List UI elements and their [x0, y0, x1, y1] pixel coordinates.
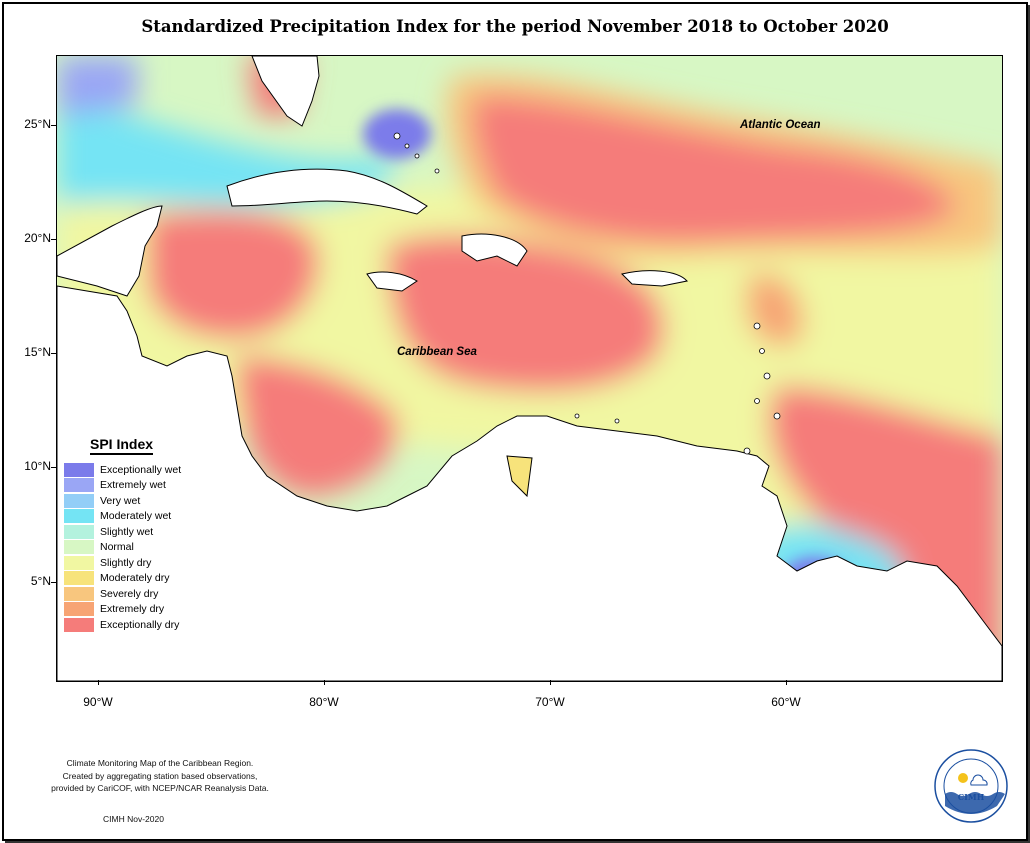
lon-label-90w: 90°W: [83, 695, 113, 709]
spi-map-canvas: [57, 56, 1002, 681]
lat-label-10n: 10°N: [24, 459, 51, 473]
legend-row: Extremely dry: [64, 602, 204, 618]
legend-swatch: [64, 571, 94, 586]
legend-swatch: [64, 462, 94, 477]
legend-label: Exceptionally dry: [100, 618, 180, 631]
legend-label: Slightly dry: [100, 556, 152, 569]
lat-tick: [51, 125, 56, 126]
lat-tick: [51, 239, 56, 240]
legend-row: Moderately wet: [64, 509, 204, 525]
waves-icon: [945, 792, 1005, 814]
legend-swatch: [64, 555, 94, 570]
lon-tick: [786, 680, 787, 685]
lat-tick: [51, 582, 56, 583]
legend-label: Normal: [100, 541, 134, 554]
legend-row: Normal: [64, 540, 204, 556]
lat-label-15n: 15°N: [24, 345, 51, 359]
legend-label: Extremely dry: [100, 603, 165, 616]
legend-rows: Exceptionally wet Extremely wet Very wet Mo…: [64, 462, 204, 633]
small-islands: [393, 132, 781, 455]
legend-row: Moderately dry: [64, 571, 204, 587]
legend-row: Extremely wet: [64, 478, 204, 494]
lat-tick: [51, 353, 56, 354]
spi-map: [56, 55, 1003, 682]
legend-row: Severely dry: [64, 586, 204, 602]
legend-label: Very wet: [100, 494, 141, 507]
legend-label: Exceptionally wet: [100, 463, 182, 476]
legend-swatch: [64, 478, 94, 493]
legend-label: Moderately dry: [100, 572, 170, 585]
legend-label: Extremely wet: [100, 479, 166, 492]
atlantic-ocean-label: Atlantic Ocean: [740, 119, 821, 131]
legend-label: Slightly wet: [100, 525, 154, 538]
legend-swatch: [64, 509, 94, 524]
footer-credits: Climate Monitoring Map of the Caribbean …: [30, 757, 290, 795]
lon-label-70w: 70°W: [535, 695, 565, 709]
legend-row: Exceptionally dry: [64, 617, 204, 633]
legend-label: Severely dry: [100, 587, 159, 600]
spi-contours: [57, 56, 1002, 681]
footer-line: provided by CariCOF, with NCEP/NCAR Rean…: [51, 783, 269, 793]
lat-label-25n: 25°N: [24, 117, 51, 131]
footer-line: Climate Monitoring Map of the Caribbean …: [66, 758, 254, 768]
legend-swatch: [64, 540, 94, 555]
cloud-icon: [970, 774, 988, 786]
spi-legend: SPI Index Exceptionally wet Extremely wet…: [64, 436, 204, 633]
footer-line: Created by aggregating station based obs…: [62, 770, 258, 781]
legend-swatch: [64, 602, 94, 617]
legend-row: Exceptionally wet: [64, 462, 204, 478]
lon-label-80w: 80°W: [309, 695, 339, 709]
land-masses: [57, 56, 1002, 681]
lat-label-5n: 5°N: [30, 574, 51, 588]
sun-icon: [958, 773, 968, 783]
lon-tick: [550, 680, 551, 685]
cimh-logo: CIMH: [934, 749, 1008, 823]
legend-label: Moderately wet: [100, 510, 172, 523]
legend-swatch: [64, 586, 94, 601]
lon-label-60w: 60°W: [771, 695, 801, 709]
logo-acronym: CIMH: [958, 792, 985, 802]
caribbean-sea-label: Caribbean Sea: [397, 346, 477, 358]
lat-tick: [51, 467, 56, 468]
legend-swatch: [64, 493, 94, 508]
lon-tick: [324, 680, 325, 685]
map-title: Standardized Precipitation Index for the…: [141, 17, 889, 36]
legend-swatch: [64, 617, 94, 632]
legend-row: Slightly wet: [64, 524, 204, 540]
legend-title: SPI Index: [90, 436, 154, 455]
legend-swatch: [64, 524, 94, 539]
footer-date: CIMH Nov-2020: [103, 814, 164, 824]
legend-row: Very wet: [64, 493, 204, 509]
legend-row: Slightly dry: [64, 555, 204, 571]
lon-tick: [98, 680, 99, 685]
lat-label-20n: 20°N: [24, 231, 51, 245]
